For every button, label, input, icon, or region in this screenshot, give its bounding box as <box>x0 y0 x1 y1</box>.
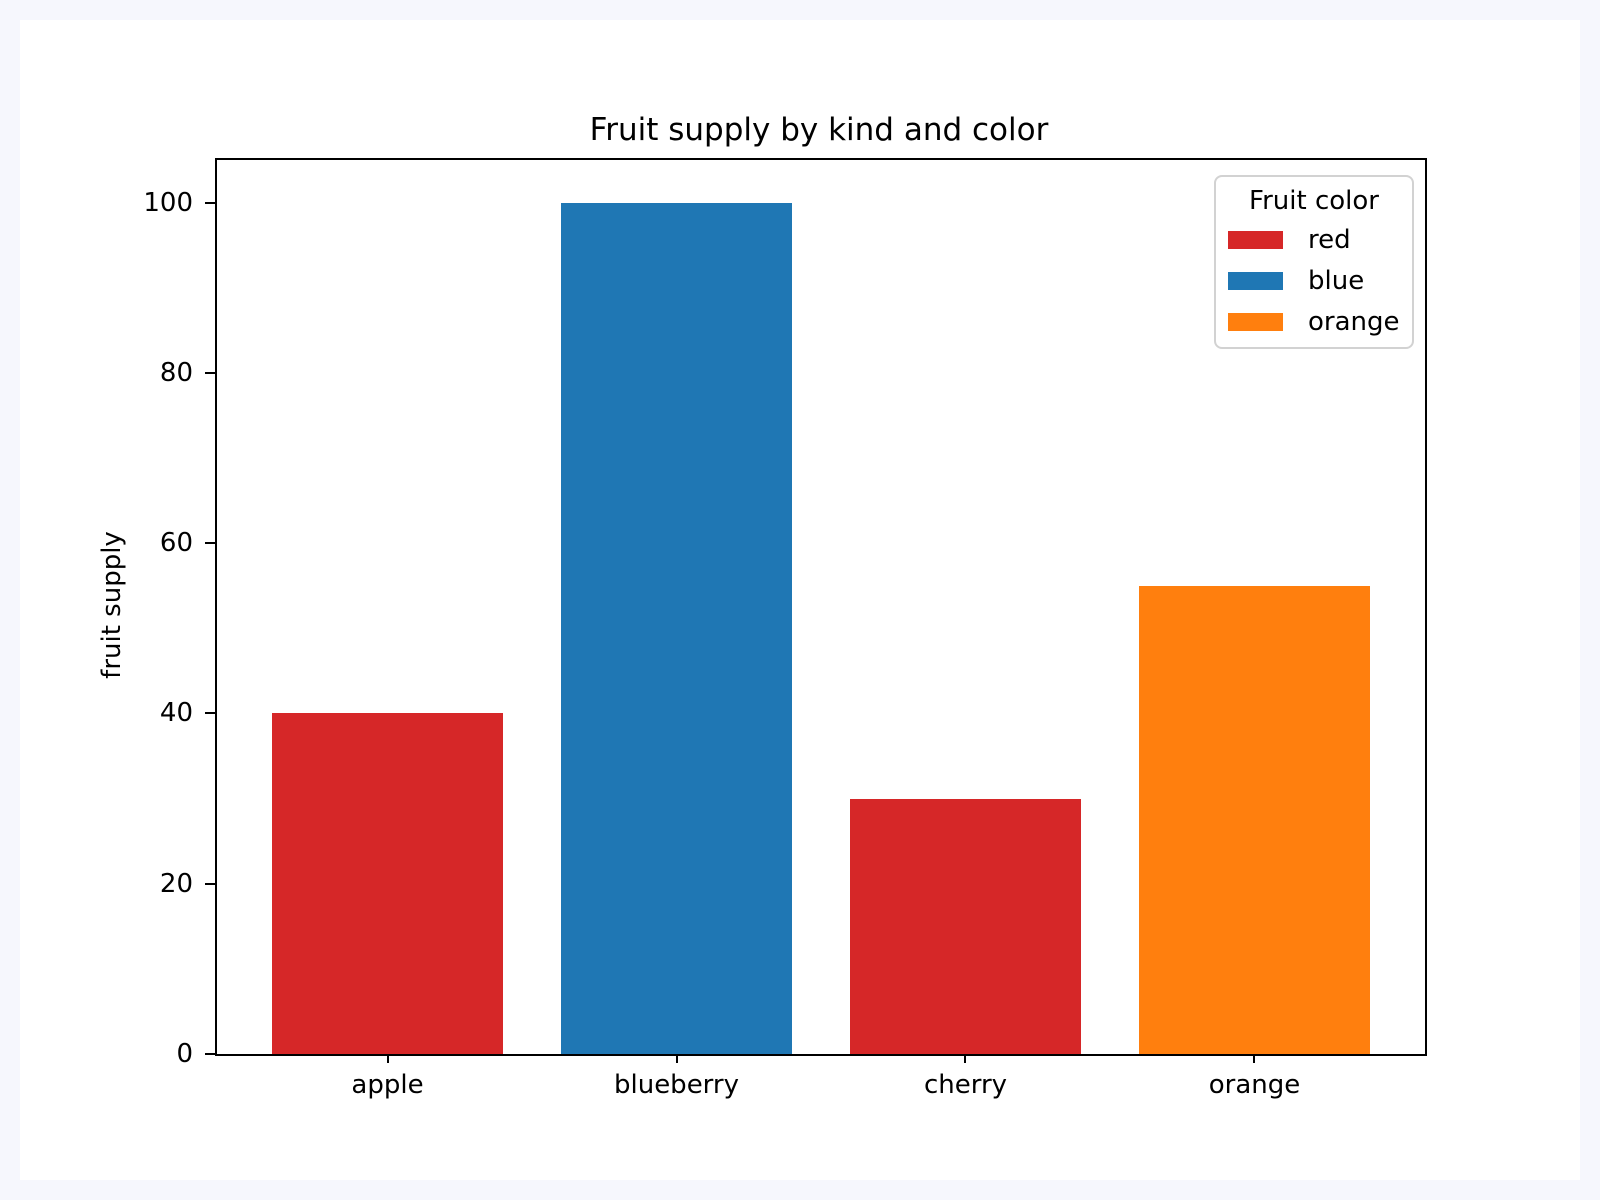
legend-entry-red: red <box>1216 219 1412 260</box>
legend-entry-label: orange <box>1308 306 1400 337</box>
x-tick-label-blueberry: blueberry <box>613 1070 739 1100</box>
x-tick-mark <box>964 1054 967 1063</box>
legend-entry-label: blue <box>1308 265 1365 296</box>
legend-swatch-icon <box>1228 230 1283 249</box>
y-tick-mark <box>205 371 215 374</box>
legend-entries: red blue orange <box>1216 219 1412 342</box>
legend-swatch-icon <box>1228 271 1283 290</box>
y-tick-mark <box>205 201 215 204</box>
chart-figure: Fruit supply by kind and color fruit sup… <box>20 20 1580 1180</box>
bar-apple <box>271 713 504 1054</box>
x-tick-label-orange: orange <box>1208 1070 1301 1100</box>
legend-title: Fruit color <box>1249 186 1379 216</box>
chart-title: Fruit supply by kind and color <box>589 112 1049 148</box>
x-tick-mark <box>1253 1054 1256 1063</box>
y-tick-label: 80 <box>159 357 193 388</box>
y-tick-mark <box>205 1053 215 1055</box>
legend-entry-orange: orange <box>1216 301 1412 342</box>
y-tick-label: 40 <box>159 698 193 729</box>
plot-area: Fruit color red blue orange <box>215 158 1427 1056</box>
bar-orange <box>1138 585 1371 1054</box>
bar-cherry <box>849 798 1082 1054</box>
y-tick-label: 60 <box>159 528 193 559</box>
legend-entry-label: red <box>1308 224 1351 255</box>
y-tick-label: 20 <box>159 868 193 899</box>
y-tick-mark <box>205 542 215 545</box>
x-tick-mark <box>386 1054 389 1063</box>
legend: Fruit color red blue orange <box>1214 175 1414 349</box>
bar-blueberry <box>560 202 793 1054</box>
y-tick-mark <box>205 712 215 715</box>
y-tick-label: 0 <box>176 1039 193 1069</box>
legend-swatch-icon <box>1228 312 1283 331</box>
x-tick-label-apple: apple <box>351 1070 424 1100</box>
legend-entry-blue: blue <box>1216 260 1412 301</box>
x-tick-label-cherry: cherry <box>923 1070 1008 1100</box>
x-tick-mark <box>675 1054 678 1063</box>
y-tick-mark <box>205 882 215 885</box>
y-tick-label: 100 <box>143 187 193 218</box>
